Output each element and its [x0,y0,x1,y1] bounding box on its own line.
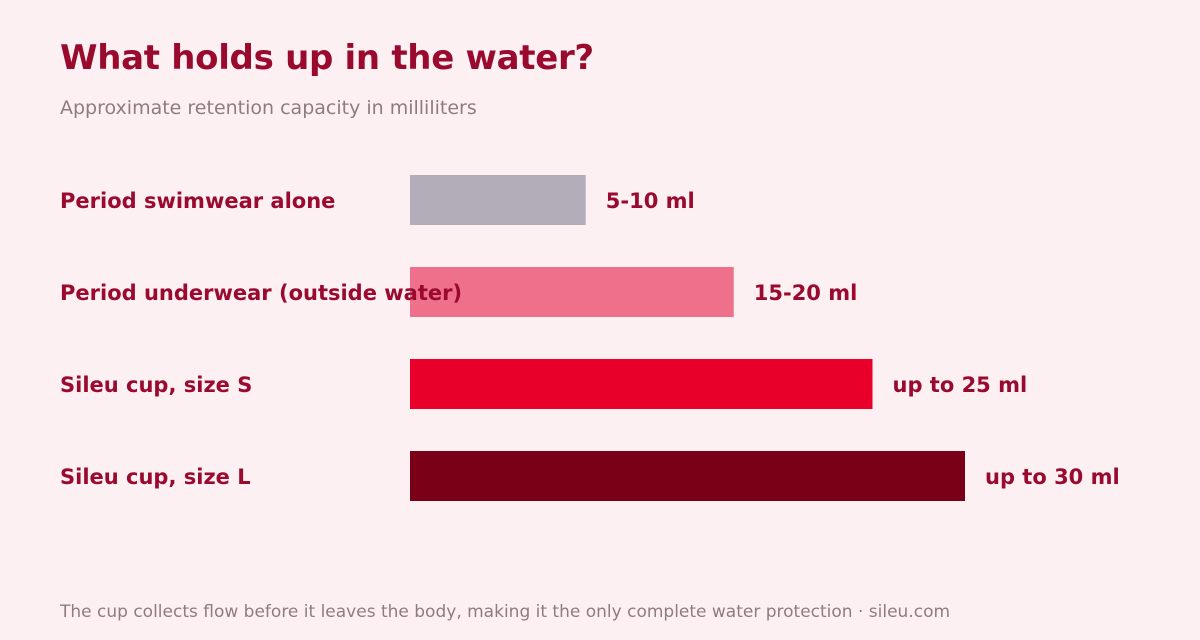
chart-title: What holds up in the water? [60,38,594,78]
category-label-1: Period swimwear alone [60,189,335,213]
category-label-3: Sileu cup, size S [60,373,252,397]
value-label-2: 15-20 ml [754,281,858,305]
category-label-4: Sileu cup, size L [60,465,251,489]
bar-4 [410,451,965,501]
value-label-1: 5-10 ml [606,189,695,213]
bar-3 [410,359,873,409]
chart-subtitle: Approximate retention capacity in millil… [60,97,477,119]
value-label-3: up to 25 ml [893,373,1028,397]
value-label-4: up to 30 ml [985,465,1120,489]
bar-2 [410,267,734,317]
bar-1 [410,175,586,225]
footer-note: The cup collects flow before it leaves t… [60,602,951,622]
category-label-2: Period underwear (outside water) [60,281,462,305]
